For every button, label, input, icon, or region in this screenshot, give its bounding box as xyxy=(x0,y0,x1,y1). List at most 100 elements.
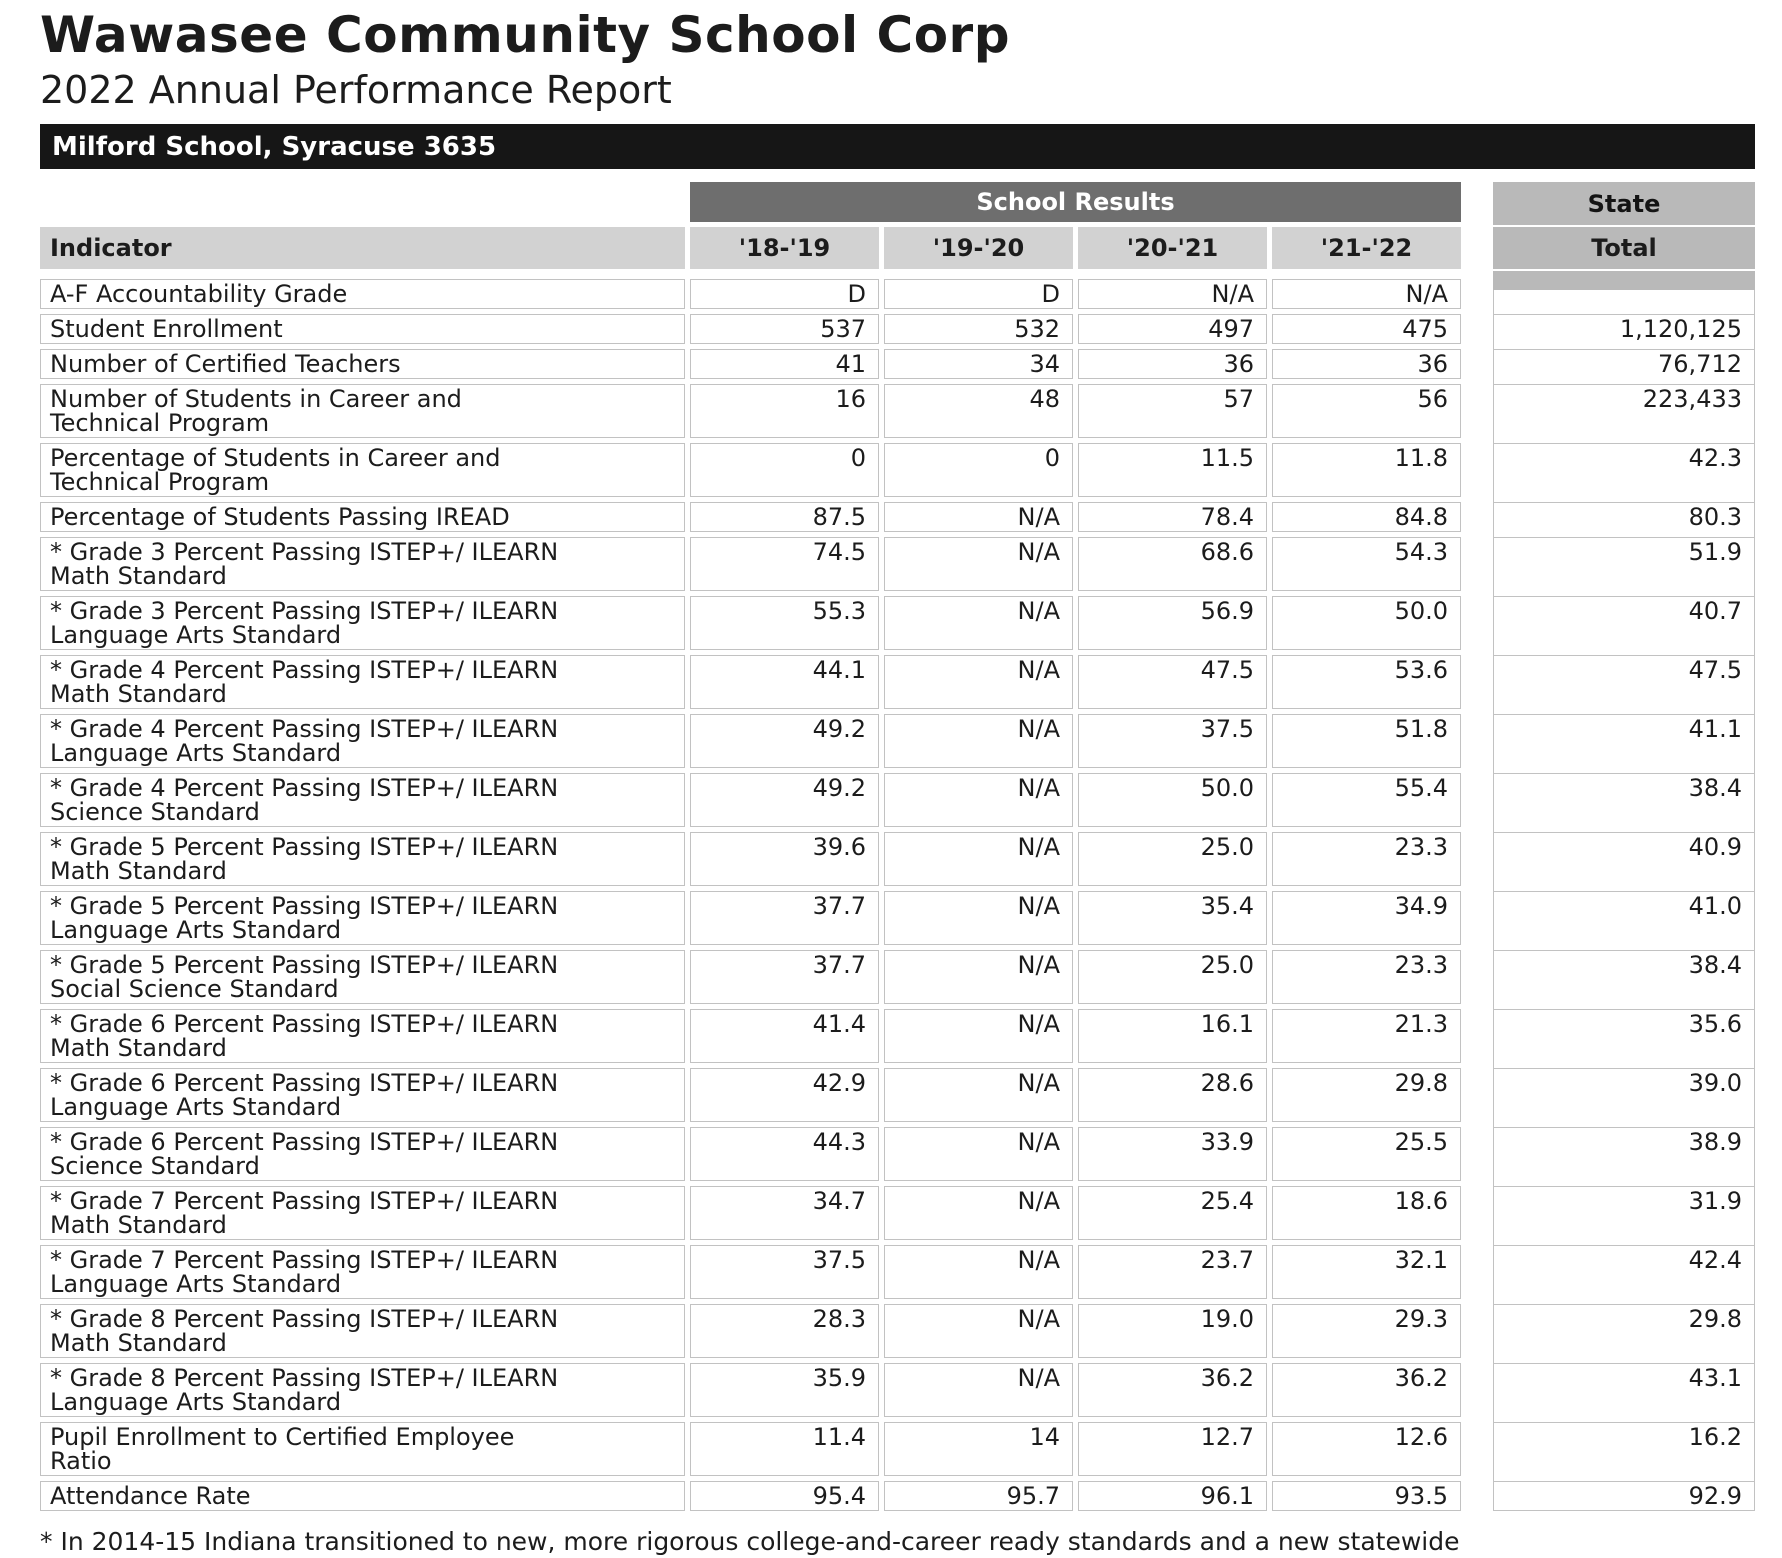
year-value-cell: 96.1 xyxy=(1078,1481,1267,1511)
table-row: A-F Accountability Grade D D N/A N/A xyxy=(40,279,1782,314)
indicator-cell: * Grade 5 Percent Passing ISTEP+/ ILEARN… xyxy=(40,832,685,886)
year-value-cell: 28.6 xyxy=(1078,1068,1267,1122)
indicator-cell: Attendance Rate xyxy=(40,1481,685,1511)
year-value-cell: 36 xyxy=(1078,349,1267,379)
year-value-cell: 11.8 xyxy=(1272,443,1461,497)
year-value-cell: 78.4 xyxy=(1078,502,1267,532)
state-group-header: State xyxy=(1493,182,1755,225)
year-value-cell: 475 xyxy=(1272,314,1461,344)
year-value-cell: 49.2 xyxy=(690,714,879,768)
year-value-cell: N/A xyxy=(884,1186,1073,1240)
table-row: * Grade 8 Percent Passing ISTEP+/ ILEARN… xyxy=(40,1304,1782,1363)
year-value-cell: N/A xyxy=(884,1304,1073,1358)
indicator-cell: * Grade 6 Percent Passing ISTEP+/ ILEARN… xyxy=(40,1068,685,1122)
year-value-cell: 497 xyxy=(1078,314,1267,344)
year-value-cell: 50.0 xyxy=(1272,596,1461,650)
year-value-cell: 53.6 xyxy=(1272,655,1461,709)
year-value-cell: 44.3 xyxy=(690,1127,879,1181)
year-value-cell: 50.0 xyxy=(1078,773,1267,827)
indicator-cell: Student Enrollment xyxy=(40,314,685,344)
table-row: * Grade 4 Percent Passing ISTEP+/ ILEARN… xyxy=(40,714,1782,773)
school-banner-label: Milford School, Syracuse 3635 xyxy=(52,131,497,162)
table-row: * Grade 4 Percent Passing ISTEP+/ ILEARN… xyxy=(40,655,1782,714)
year-value-cell: 23.7 xyxy=(1078,1245,1267,1299)
table-row: * Grade 6 Percent Passing ISTEP+/ ILEARN… xyxy=(40,1009,1782,1068)
year-value-cell: 25.4 xyxy=(1078,1186,1267,1240)
indicator-cell: * Grade 8 Percent Passing ISTEP+/ ILEARN… xyxy=(40,1304,685,1358)
year-value-cell: 37.5 xyxy=(690,1245,879,1299)
state-total-cell: 42.3 xyxy=(1493,443,1755,502)
state-total-cell: 41.1 xyxy=(1493,714,1755,773)
year-value-cell: N/A xyxy=(884,502,1073,532)
state-total-cell: 40.7 xyxy=(1493,596,1755,655)
state-total-column-header: Total xyxy=(1493,227,1755,290)
year-value-cell: D xyxy=(690,279,879,309)
year-value-cell: 12.6 xyxy=(1272,1422,1461,1476)
year-value-cell: 23.3 xyxy=(1272,950,1461,1004)
indicator-cell: * Grade 4 Percent Passing ISTEP+/ ILEARN… xyxy=(40,773,685,827)
year-value-cell: 29.8 xyxy=(1272,1068,1461,1122)
indicator-cell: Number of Certified Teachers xyxy=(40,349,685,379)
school-banner: Milford School, Syracuse 3635 xyxy=(40,124,1755,169)
indicator-cell: * Grade 4 Percent Passing ISTEP+/ ILEARN… xyxy=(40,655,685,709)
state-total-cell: 40.9 xyxy=(1493,832,1755,891)
year-value-cell: 0 xyxy=(690,443,879,497)
year-value-cell: 54.3 xyxy=(1272,537,1461,591)
year-value-cell: N/A xyxy=(884,537,1073,591)
state-total-cell: 38.4 xyxy=(1493,773,1755,832)
table-row: Number of Students in Career and Technic… xyxy=(40,384,1782,443)
state-total-cell: 16.2 xyxy=(1493,1422,1755,1481)
indicator-cell: Pupil Enrollment to Certified Employee R… xyxy=(40,1422,685,1476)
state-total-cell: 47.5 xyxy=(1493,655,1755,714)
year-value-cell: 14 xyxy=(884,1422,1073,1476)
year-value-cell: 0 xyxy=(884,443,1073,497)
year-value-cell: 19.0 xyxy=(1078,1304,1267,1358)
page-subtitle: 2022 Annual Performance Report xyxy=(40,68,672,112)
year-value-cell: 18.6 xyxy=(1272,1186,1461,1240)
indicator-cell: Number of Students in Career and Technic… xyxy=(40,384,685,438)
year-value-cell: N/A xyxy=(884,1245,1073,1299)
state-total-cell: 41.0 xyxy=(1493,891,1755,950)
table-row: * Grade 5 Percent Passing ISTEP+/ ILEARN… xyxy=(40,950,1782,1009)
table-row: * Grade 6 Percent Passing ISTEP+/ ILEARN… xyxy=(40,1068,1782,1127)
year-value-cell: 34 xyxy=(884,349,1073,379)
table-row: Student Enrollment 537 532 497 475 1,120,125 xyxy=(40,314,1782,349)
state-total-cell: 92.9 xyxy=(1493,1481,1755,1511)
state-total-cell: 43.1 xyxy=(1493,1363,1755,1422)
year-value-cell: 41.4 xyxy=(690,1009,879,1063)
year-value-cell: N/A xyxy=(884,832,1073,886)
year-value-cell: 51.8 xyxy=(1272,714,1461,768)
year-value-cell: 29.3 xyxy=(1272,1304,1461,1358)
indicator-cell: * Grade 7 Percent Passing ISTEP+/ ILEARN… xyxy=(40,1245,685,1299)
state-total-cell: 80.3 xyxy=(1493,502,1755,537)
year-value-cell: 47.5 xyxy=(1078,655,1267,709)
year-value-cell: 25.0 xyxy=(1078,832,1267,886)
state-total-cell: 1,120,125 xyxy=(1493,314,1755,349)
year-value-cell: 56 xyxy=(1272,384,1461,438)
year-value-cell: N/A xyxy=(884,1009,1073,1063)
year-value-cell: 33.9 xyxy=(1078,1127,1267,1181)
year-value-cell: 12.7 xyxy=(1078,1422,1267,1476)
year-value-cell: 42.9 xyxy=(690,1068,879,1122)
group-header-spacer xyxy=(40,182,685,222)
indicator-cell: * Grade 3 Percent Passing ISTEP+/ ILEARN… xyxy=(40,537,685,591)
year-value-cell: 37.5 xyxy=(1078,714,1267,768)
year-value-cell: N/A xyxy=(884,773,1073,827)
footnote: * In 2014-15 Indiana transitioned to new… xyxy=(40,1527,1460,1556)
year-value-cell: 95.4 xyxy=(690,1481,879,1511)
indicator-cell: Percentage of Students in Career and Tec… xyxy=(40,443,685,497)
year-value-cell: 537 xyxy=(690,314,879,344)
indicator-cell: * Grade 4 Percent Passing ISTEP+/ ILEARN… xyxy=(40,714,685,768)
table-row: Percentage of Students in Career and Tec… xyxy=(40,443,1782,502)
year-value-cell: 11.5 xyxy=(1078,443,1267,497)
year-value-cell: 34.9 xyxy=(1272,891,1461,945)
year-value-cell: 35.9 xyxy=(690,1363,879,1417)
table-row: * Grade 8 Percent Passing ISTEP+/ ILEARN… xyxy=(40,1363,1782,1422)
table-row: Percentage of Students Passing IREAD 87.5… xyxy=(40,502,1782,537)
year-value-cell: N/A xyxy=(884,596,1073,650)
table-row: * Grade 5 Percent Passing ISTEP+/ ILEARN… xyxy=(40,832,1782,891)
state-total-cell: 31.9 xyxy=(1493,1186,1755,1245)
year-value-cell: 11.4 xyxy=(690,1422,879,1476)
year-value-cell: 532 xyxy=(884,314,1073,344)
